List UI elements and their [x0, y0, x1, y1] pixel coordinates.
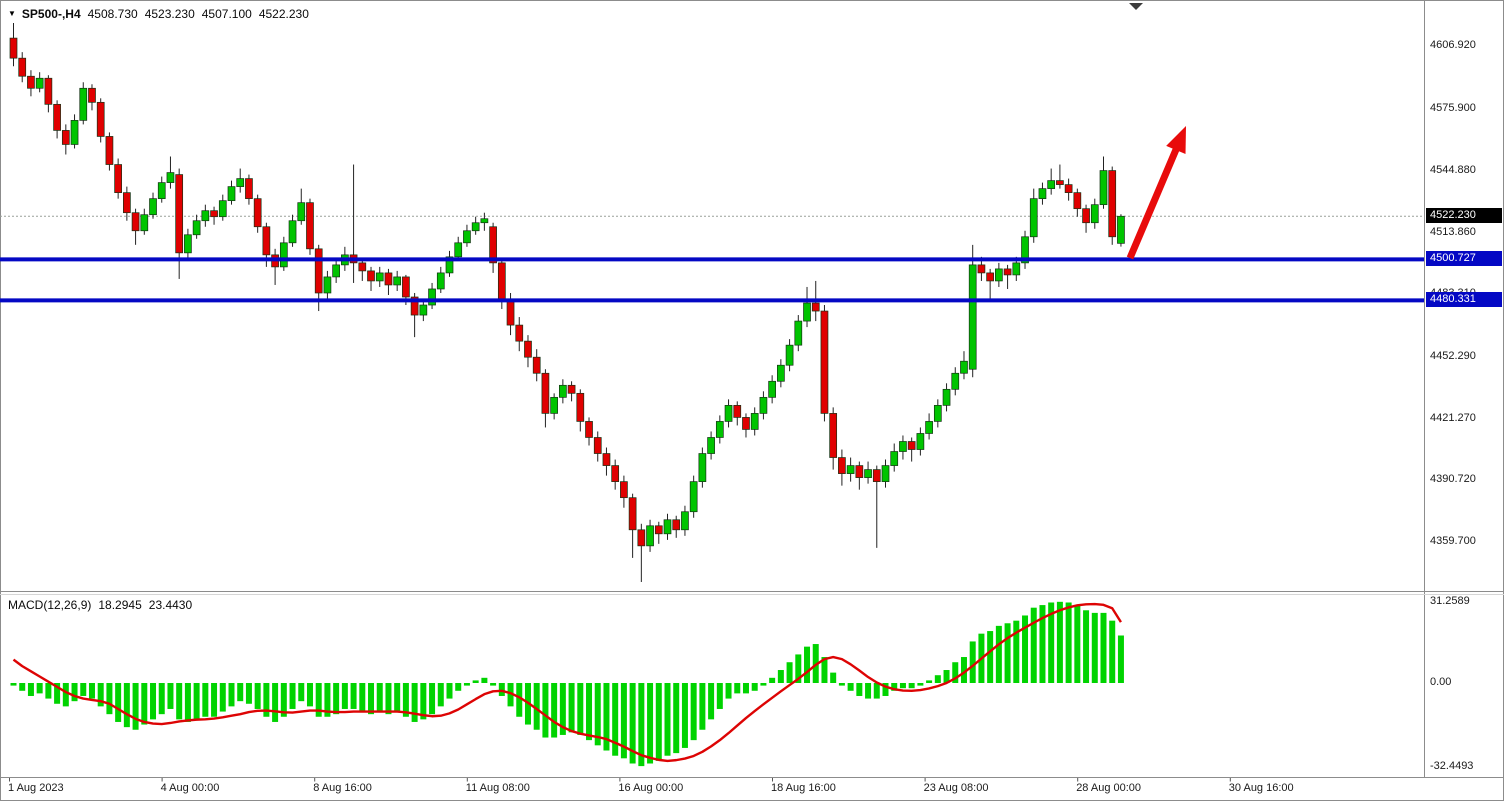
macd-signal-line — [12, 602, 1122, 763]
candlestick-series — [9, 23, 1125, 582]
trend-arrow-annotation[interactable] — [1126, 126, 1186, 260]
macd-histogram — [10, 601, 1124, 767]
time-axis-ticks — [9, 778, 1231, 782]
chart-shift-marker-icon — [1129, 3, 1143, 10]
